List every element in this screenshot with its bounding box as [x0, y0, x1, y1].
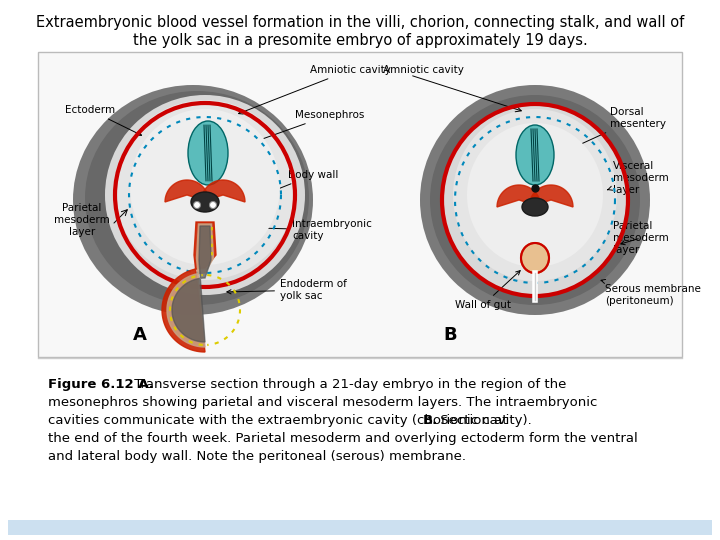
Text: Endoderm of
yolk sac: Endoderm of yolk sac [227, 279, 347, 301]
Text: mesonephros showing parietal and visceral mesoderm layers. The intraembryonic: mesonephros showing parietal and viscera… [48, 396, 598, 409]
Ellipse shape [442, 104, 628, 296]
Ellipse shape [430, 95, 640, 305]
Text: Serous membrane
(peritoneum): Serous membrane (peritoneum) [601, 279, 701, 306]
Polygon shape [497, 185, 541, 207]
Text: Extraembryonic blood vessel formation in the villi, chorion, connecting stalk, a: Extraembryonic blood vessel formation in… [36, 15, 684, 30]
Text: Section at: Section at [436, 414, 508, 427]
Text: Dorsal
mesentery: Dorsal mesentery [560, 107, 666, 153]
Text: Transverse section through a 21-day embryo in the region of the: Transverse section through a 21-day embr… [130, 378, 567, 391]
Polygon shape [162, 222, 216, 352]
Ellipse shape [73, 85, 313, 315]
Polygon shape [172, 226, 211, 342]
Text: Amniotic cavity: Amniotic cavity [238, 65, 391, 114]
Text: Body wall: Body wall [233, 170, 338, 207]
Text: the yolk sac in a presomite embryo of approximately 19 days.: the yolk sac in a presomite embryo of ap… [132, 32, 588, 48]
Polygon shape [165, 180, 209, 202]
Text: cavities communicate with the extraembryonic cavity (chorionic cavity).: cavities communicate with the extraembry… [48, 414, 536, 427]
Ellipse shape [516, 125, 554, 185]
Ellipse shape [522, 198, 548, 216]
Ellipse shape [194, 201, 200, 208]
FancyBboxPatch shape [38, 52, 682, 357]
Text: Ectoderm: Ectoderm [65, 105, 142, 136]
Ellipse shape [210, 201, 217, 208]
Text: Parietal
mesoderm
layer: Parietal mesoderm layer [613, 221, 669, 254]
Text: A: A [133, 326, 147, 344]
Ellipse shape [115, 100, 295, 280]
Polygon shape [201, 180, 245, 202]
Text: and lateral body wall. Note the peritoneal (serous) membrane.: and lateral body wall. Note the peritone… [48, 450, 466, 463]
Text: Mesonephros: Mesonephros [227, 110, 364, 152]
Ellipse shape [521, 243, 549, 273]
Text: Visceral
mesoderm
layer: Visceral mesoderm layer [608, 161, 669, 194]
Ellipse shape [130, 109, 280, 265]
Polygon shape [167, 224, 214, 347]
Ellipse shape [420, 85, 650, 315]
Text: Amniotic cavity: Amniotic cavity [383, 65, 464, 75]
Text: Intraembryonic
cavity: Intraembryonic cavity [224, 219, 372, 241]
Text: Parietal
mesoderm
layer: Parietal mesoderm layer [54, 204, 110, 237]
Ellipse shape [467, 123, 603, 267]
Ellipse shape [188, 121, 228, 185]
Text: the end of the fourth week. Parietal mesoderm and overlying ectoderm form the ve: the end of the fourth week. Parietal mes… [48, 432, 638, 445]
Text: B: B [444, 326, 456, 344]
Text: Wall of gut: Wall of gut [455, 271, 520, 310]
Ellipse shape [105, 95, 305, 295]
Text: Figure 6.12 A.: Figure 6.12 A. [48, 378, 154, 391]
Polygon shape [529, 185, 573, 207]
Ellipse shape [191, 192, 219, 212]
FancyBboxPatch shape [8, 520, 712, 535]
Ellipse shape [453, 109, 617, 281]
Ellipse shape [85, 91, 309, 305]
Text: B.: B. [423, 414, 438, 427]
